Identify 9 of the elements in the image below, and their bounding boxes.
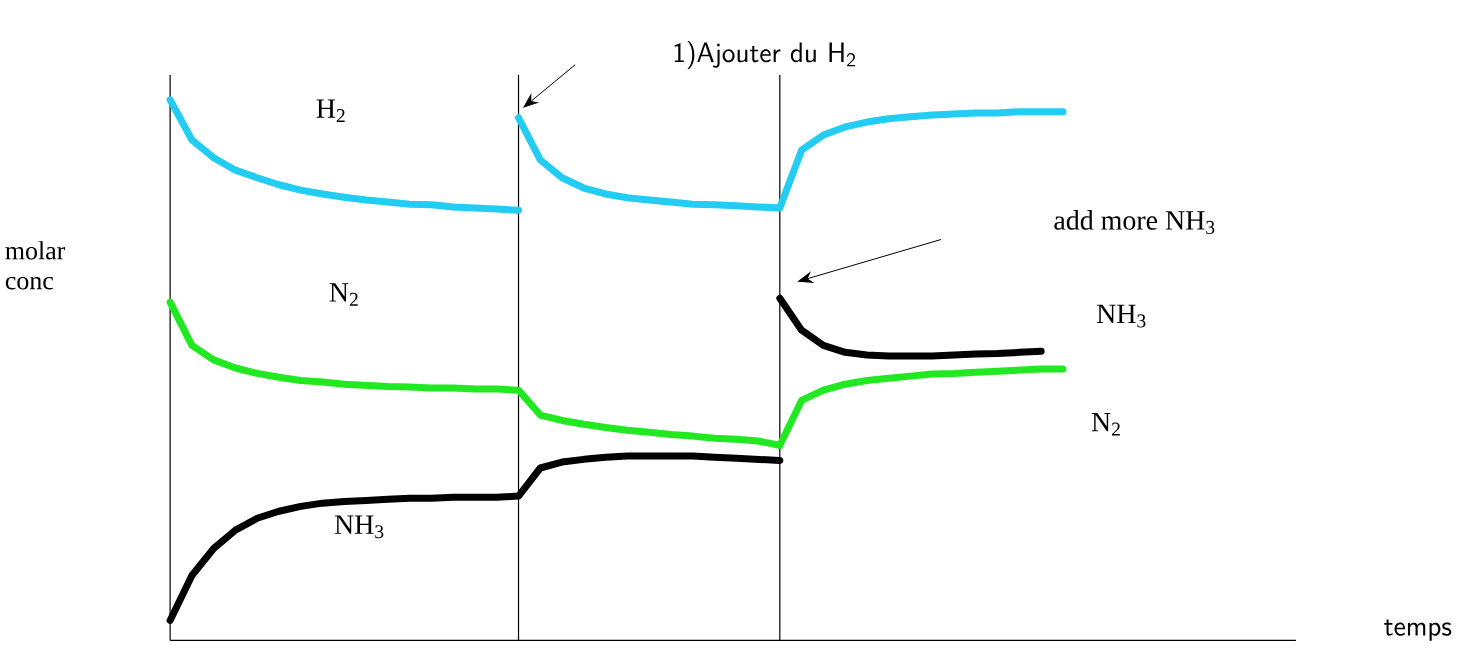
- text: NH$_{3}$: [1096, 304, 1146, 328]
- y-axis-title: molar conc: [5, 241, 66, 290]
- series-label: N$_{2}$: [1091, 412, 1120, 436]
- annotation: add more NH$_{3}$: [1054, 209, 1215, 234]
- text: 1)Ajouter du H$_{2}$: [674, 40, 855, 69]
- text: N$_{2}$: [329, 282, 358, 306]
- text: H$_{2}$: [316, 99, 345, 122]
- text: temps: [1384, 619, 1452, 641]
- series-label: NH$_{3}$: [334, 515, 384, 539]
